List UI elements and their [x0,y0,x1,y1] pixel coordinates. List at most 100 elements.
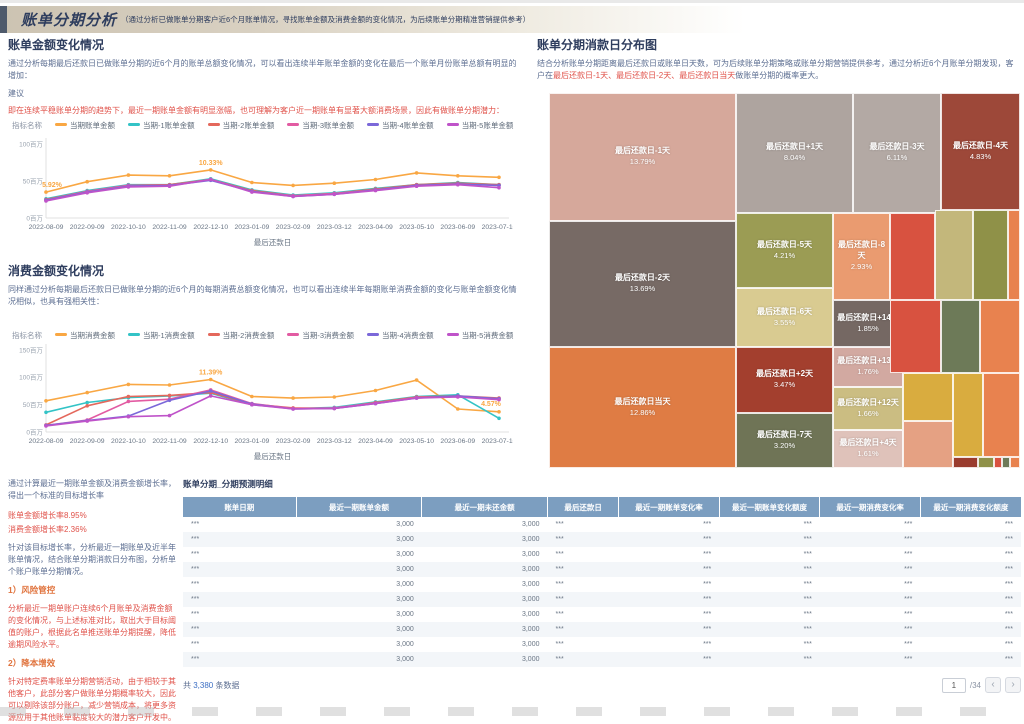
bill-section-suggest-label: 建议 [8,88,24,98]
table-cell: 3,000 [396,656,414,663]
table-title: 账单分期_分期预测明细 [183,479,273,489]
legend-item[interactable]: 当期-5账单金额 [446,120,513,131]
cutoff-content-strip [0,707,1024,716]
treemap-block[interactable]: 最后还款日-8天 2.93% [833,213,890,300]
table-row[interactable]: *** 3,000 3,000 *** *** *** *** *** [183,607,1021,622]
table-cell: *** [191,581,200,588]
treemap-block-unlabeled[interactable] [1008,210,1020,300]
analysis-para2: 针对该目标增长率，分析最近一期账单及近半年账单情况，结合账单分期消款日分布图，分… [8,543,176,576]
treemap-block-unlabeled[interactable] [890,300,941,373]
svg-text:10.33%: 10.33% [199,160,224,167]
treemap-block[interactable]: 最后还款日-2天 13.69% [549,221,736,347]
svg-text:2022-08-09: 2022-08-09 [29,224,64,231]
treemap-block-unlabeled[interactable] [935,210,973,300]
legend-item[interactable]: 当期-5消费金额 [446,330,513,341]
table-header-row: 账单日期 最近一期账单金额 最近一期未还金额 最后还款日 最近一期账单变化率 最近一期账单… [183,497,1021,517]
legend-item[interactable]: 当期-1消费金额 [128,330,195,341]
treemap-block[interactable]: 最后还款日-6天 3.55% [736,288,833,347]
treemap-block[interactable]: 最后还款日当天 12.86% [549,347,736,468]
treemap-block-label: 最后还款日-2天 13.69% [614,273,671,293]
table-row[interactable]: *** 3,000 3,000 *** *** *** *** *** [183,622,1021,637]
legend-title: 指标名称 [12,330,42,340]
bill-amount-section: 账单金额变化情况 通过分析每期最后还款日已做账单分期的近6个月的账单总额变化情况… [8,36,522,118]
bill-section-desc: 通过分析每期最后还款日已做账单分期的近6个月的账单总额变化情况，可以看出连续半年… [8,59,517,81]
treemap-block[interactable]: 最后还款日-5天 4.21% [736,213,833,288]
treemap-block[interactable]: 最后还款日-7天 3.20% [736,413,833,468]
treemap-block-label: 最后还款日+14天 1.85% [837,312,899,333]
column-header[interactable]: 最后还款日 [547,497,620,517]
record-count: 共 3,380 条数据 [183,680,240,691]
table-cell: *** [703,581,712,588]
column-header[interactable]: 最近一期账单金额 [296,497,423,517]
table-row[interactable]: *** 3,000 3,000 *** *** *** *** *** [183,652,1021,667]
table-cell: *** [703,596,712,603]
treemap-block-unlabeled[interactable] [983,373,1020,457]
table-cell: *** [904,566,913,573]
table-row[interactable]: *** 3,000 3,000 *** *** *** *** *** [183,517,1021,532]
treemap-block-unlabeled[interactable] [941,300,980,373]
treemap-block[interactable]: 最后还款日-1天 13.79% [549,93,736,221]
treemap-block-unlabeled[interactable] [978,457,994,468]
legend-item[interactable]: 当期-2消费金额 [207,330,274,341]
svg-text:最后还款日: 最后还款日 [254,451,292,461]
column-header[interactable]: 账单日期 [183,497,297,517]
legend-swatch-icon [287,123,300,126]
treemap-block-unlabeled[interactable] [953,373,983,457]
prev-page-button[interactable]: ‹ [985,677,1001,693]
table-cell: *** [803,536,812,543]
table-row[interactable]: *** 3,000 3,000 *** *** *** *** *** [183,577,1021,592]
svg-text:150百万: 150百万 [19,346,43,354]
table-row[interactable]: *** 3,000 3,000 *** *** *** *** *** [183,532,1021,547]
treemap-block-unlabeled[interactable] [903,373,953,421]
legend-swatch-icon [287,333,300,336]
column-header[interactable]: 最近一期账单变化率 [618,497,720,517]
treemap-block[interactable]: 最后还款日+2天 3.47% [736,347,833,413]
treemap-block-unlabeled[interactable] [1002,457,1010,468]
treemap-block-unlabeled[interactable] [953,457,978,468]
bill-amount-chart[interactable]: 指标名称 当期账单金额 当期-1账单金额 当期-2账单金额 当期-3账单金额 当期-4账单… [8,118,522,270]
next-page-button[interactable]: › [1005,677,1021,693]
table-cell: *** [1004,536,1013,543]
treemap-block[interactable]: 最后还款日-3天 6.11% [853,93,941,213]
treemap-block-unlabeled[interactable] [973,210,1008,300]
table-row[interactable]: *** 3,000 3,000 *** *** *** *** *** [183,592,1021,607]
treemap-block-unlabeled[interactable] [1010,457,1020,468]
table-cell: *** [555,626,564,633]
table-row[interactable]: *** 3,000 3,000 *** *** *** *** *** [183,637,1021,652]
page-input[interactable] [941,677,966,693]
legend-item[interactable]: 当期-3消费金额 [287,330,354,341]
legend-item[interactable]: 当期消费金额 [55,330,115,341]
treemap-block-unlabeled[interactable] [903,421,953,468]
column-header[interactable]: 最近一期消费变化率 [819,497,921,517]
legend-item[interactable]: 当期-4账单金额 [367,120,434,131]
treemap-block-unlabeled[interactable] [994,457,1002,468]
legend-item[interactable]: 当期-2账单金额 [207,120,274,131]
legend-swatch-icon [446,333,459,336]
legend-item[interactable]: 当期-3账单金额 [287,120,354,131]
table-cell: *** [1004,596,1013,603]
table-cell: *** [703,521,712,528]
table-row[interactable]: *** 3,000 3,000 *** *** *** *** *** [183,562,1021,577]
treemap-block[interactable]: 最后还款日-4天 4.83% [941,93,1020,210]
treemap-block-label: 最后还款日+12天 1.66% [837,397,899,418]
column-header[interactable]: 最近一期未还金额 [421,497,548,517]
bill-chart-canvas[interactable]: 0百万 50百万 100百万 2022-08-09 2022-09-09 2022-10-… [8,132,513,248]
column-header[interactable]: 最近一期消费变化额度 [920,497,1021,517]
legend-item[interactable]: 当期账单金额 [55,120,115,131]
treemap-block[interactable]: 最后还款日+12天 1.66% [833,387,903,430]
consume-amount-chart[interactable]: 指标名称 当期消费金额 当期-1消费金额 当期-2消费金额 当期-3消费金额 当期-4消费… [8,328,522,486]
consume-chart-canvas[interactable]: 0百万 50百万 100百万 150百万 2022-08-09 2022-09-09 202… [8,342,513,462]
legend-item[interactable]: 当期-4消费金额 [367,330,434,341]
table-cell: 3,000 [521,536,540,543]
treemap-block[interactable]: 最后还款日+4天 1.61% [833,430,903,468]
table-row[interactable]: *** 3,000 3,000 *** *** *** *** *** [183,547,1021,562]
legend-item[interactable]: 当期-1账单金额 [128,120,195,131]
treemap-block-unlabeled[interactable] [980,300,1020,373]
treemap-block-unlabeled[interactable] [890,213,935,300]
table-cell: *** [191,551,200,558]
treemap-block[interactable]: 最后还款日+1天 8.04% [736,93,853,213]
svg-text:2023-03-12: 2023-03-12 [317,224,352,231]
table-cell: 3,000 [521,596,540,603]
column-header[interactable]: 最近一期账单变化额度 [719,497,821,517]
svg-text:2023-05-10: 2023-05-10 [399,438,434,445]
